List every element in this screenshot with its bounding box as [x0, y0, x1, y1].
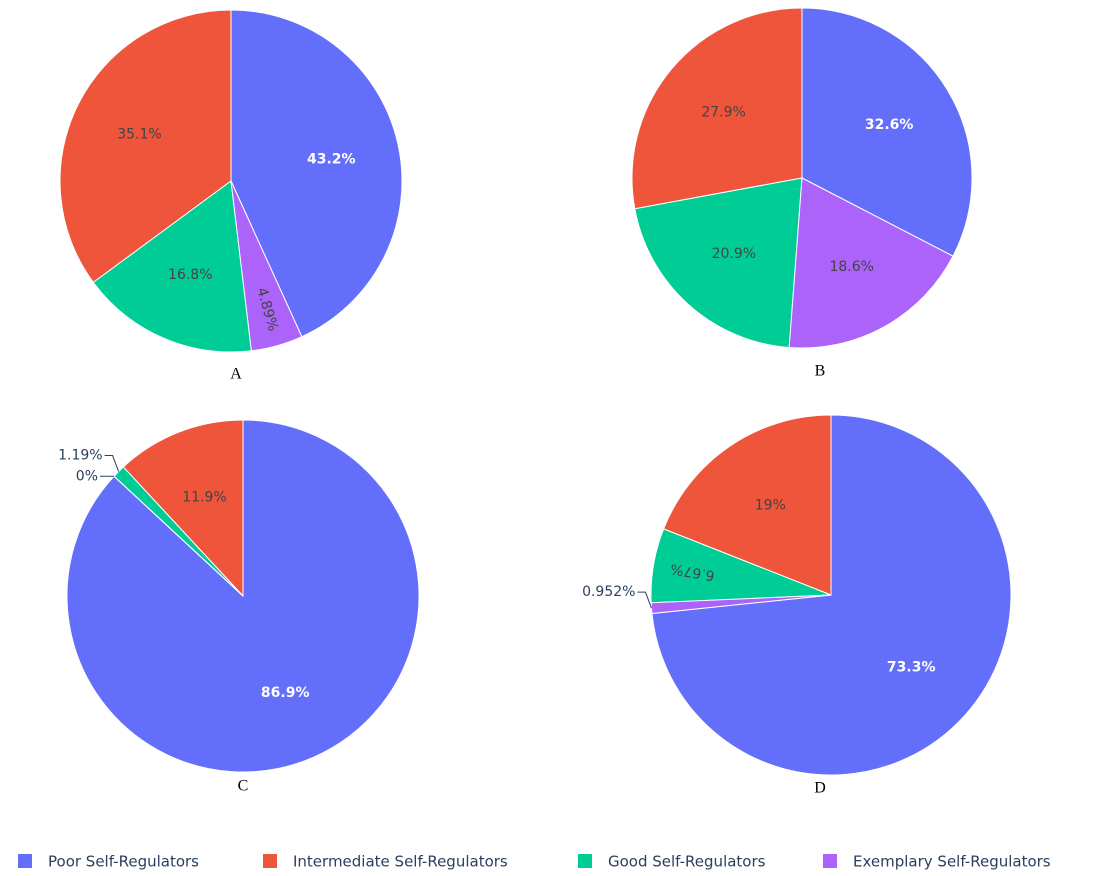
- pie-caption: A: [230, 366, 242, 383]
- legend-swatch: [263, 854, 277, 868]
- slice-label: 11.9%: [182, 490, 226, 506]
- slice-label: 18.6%: [829, 259, 873, 275]
- slice-label: 0%: [76, 468, 98, 484]
- pie-slice: [230, 180, 303, 352]
- legend-swatch: [18, 854, 32, 868]
- legend-swatch: [578, 854, 592, 868]
- pie-slice: [230, 9, 403, 338]
- slice-label: 16.8%: [168, 267, 212, 283]
- pie-caption: C: [238, 778, 249, 795]
- pie-slice: [788, 177, 954, 349]
- pie-slice: [634, 177, 803, 349]
- slice-label: 0.952%: [582, 584, 635, 600]
- pie-slice: [59, 9, 232, 284]
- leader-line: [637, 591, 652, 609]
- slice-label: 35.1%: [117, 127, 161, 143]
- legend-label: Exemplary Self-Regulators: [853, 853, 1051, 871]
- pie-slice: [113, 466, 244, 597]
- slice-label: 86.9%: [261, 685, 310, 701]
- legend-label: Good Self-Regulators: [608, 853, 766, 871]
- pie-slice: [92, 180, 252, 353]
- slice-label: 1.19%: [58, 448, 102, 464]
- pie-slice: [801, 7, 973, 257]
- slice-label: 43.2%: [307, 151, 356, 167]
- pie-slice: [122, 419, 244, 598]
- slice-label: 19%: [755, 498, 786, 514]
- slice-label: 27.9%: [701, 105, 745, 121]
- pie-caption: D: [814, 780, 826, 797]
- slice-label: 20.9%: [712, 246, 756, 262]
- slice-label: 32.6%: [865, 117, 914, 133]
- pie-slice: [662, 414, 832, 596]
- pie-slice: [631, 7, 803, 210]
- legend-label: Poor Self-Regulators: [48, 853, 199, 871]
- slice-label: 6.67%: [669, 560, 716, 583]
- pie-caption: B: [815, 363, 826, 380]
- legend-swatch: [823, 854, 837, 868]
- legend-label: Intermediate Self-Regulators: [293, 853, 508, 871]
- leader-line: [104, 455, 120, 472]
- slice-label: 73.3%: [887, 659, 936, 675]
